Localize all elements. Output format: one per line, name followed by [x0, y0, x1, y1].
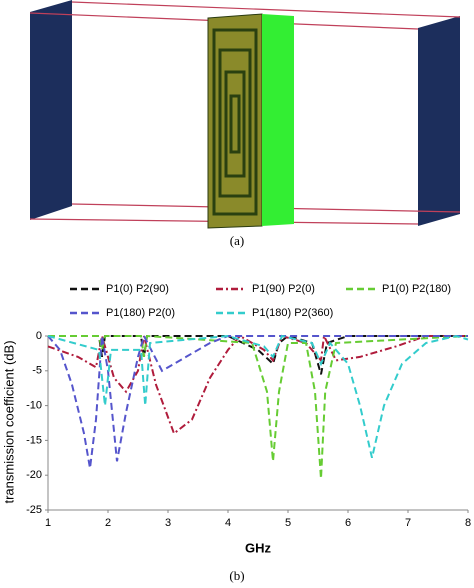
x-tick-label: 3 — [165, 517, 171, 529]
legend-label: P1(90) P2(0) — [252, 283, 315, 295]
x-tick-label: 2 — [105, 517, 111, 529]
caption: (a) — [230, 233, 244, 248]
legend-label: P1(180) P2(360) — [252, 307, 333, 319]
right-panel — [418, 16, 460, 226]
caption: (b) — [229, 568, 244, 583]
x-tick-label: 7 — [405, 517, 411, 529]
patch-rings — [212, 28, 258, 216]
antenna-render — [29, 0, 461, 229]
series-line — [47, 332, 468, 436]
x-tick-label: 5 — [285, 517, 291, 529]
substrate-side — [262, 14, 294, 226]
x-tick-label: 8 — [465, 517, 471, 529]
x-tick-label: 4 — [225, 517, 231, 529]
legend-label: P1(0) P2(90) — [106, 283, 169, 295]
left-panel — [30, 0, 72, 220]
y-tick-label: 0 — [36, 330, 42, 342]
legend-label: P1(0) P2(180) — [382, 283, 451, 295]
y-tick-label: -25 — [26, 504, 42, 516]
x-axis-label: GHz — [245, 540, 272, 555]
series-line — [47, 333, 468, 469]
series-line — [48, 334, 469, 479]
y-tick-label: -10 — [26, 400, 42, 412]
series-line — [47, 334, 469, 459]
series-line — [48, 334, 468, 375]
x-tick-label: 1 — [45, 517, 51, 529]
legend-label: P1(180) P2(0) — [106, 307, 175, 319]
y-tick-label: -15 — [26, 434, 42, 446]
y-tick-label: -5 — [32, 365, 42, 377]
x-tick-label: 6 — [345, 517, 351, 529]
y-axis-label: transmission coefficient (dB) — [1, 340, 16, 503]
y-tick-label: -20 — [26, 469, 42, 481]
